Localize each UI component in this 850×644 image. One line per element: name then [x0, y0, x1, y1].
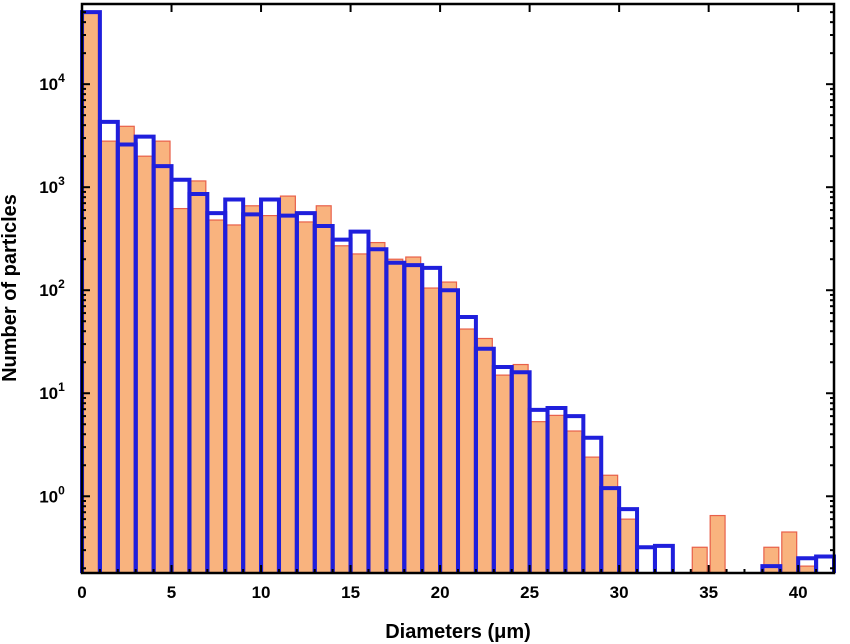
filled-bar	[387, 258, 404, 574]
x-tick-label: 0	[77, 583, 86, 602]
filled-bar	[297, 221, 314, 574]
filled-bar	[190, 180, 207, 574]
filled-bar	[709, 514, 726, 574]
filled-bar	[100, 140, 117, 574]
filled-bar	[172, 207, 189, 574]
filled-bar	[351, 253, 368, 574]
filled-bar	[458, 328, 476, 574]
filled-bar	[566, 430, 583, 574]
filled-bar	[369, 241, 386, 574]
y-axis: 100 101 102 103 104	[39, 3, 834, 570]
y-tick-label: 100	[39, 483, 65, 506]
y-tick-label: 104	[39, 71, 65, 94]
filled-bar	[405, 256, 422, 574]
filled-bar	[584, 456, 601, 574]
filled-bar	[226, 224, 243, 574]
filled-bar	[476, 337, 493, 574]
filled-bar	[279, 195, 296, 574]
filled-bar	[620, 518, 637, 574]
outline-bar	[617, 507, 640, 573]
filled-bar	[261, 215, 279, 574]
outline-bar	[635, 545, 657, 573]
filled-bar	[154, 140, 171, 574]
filled-bar	[423, 287, 440, 574]
y-tick-label: 101	[39, 380, 65, 403]
filled-bar	[208, 219, 225, 574]
x-tick-label: 35	[699, 583, 718, 602]
filled-bar	[244, 205, 261, 574]
x-tick-label: 30	[610, 583, 629, 602]
y-axis-title: Number of particles	[0, 194, 21, 382]
x-tick-label: 20	[431, 583, 450, 602]
y-tick-label: 103	[39, 174, 65, 197]
x-tick-label: 5	[167, 583, 176, 602]
filled-series	[82, 11, 816, 574]
filled-bar	[440, 281, 458, 574]
filled-bar	[494, 374, 511, 574]
filled-bar	[763, 546, 780, 574]
filled-bar	[333, 245, 350, 574]
outline-bar	[652, 543, 675, 573]
outline-bar	[814, 554, 836, 573]
x-tick-label: 25	[520, 583, 539, 602]
outline-series	[80, 10, 836, 573]
filled-bar	[136, 155, 153, 574]
y-tick-label: 102	[39, 277, 65, 300]
x-tick-label: 10	[252, 583, 271, 602]
filled-bar	[118, 125, 135, 574]
filled-bar	[315, 205, 332, 574]
filled-bar	[530, 421, 547, 574]
x-axis: 0 5 10 15 20 25 30 35 40	[77, 4, 835, 602]
filled-bar	[781, 531, 798, 574]
x-tick-label: 40	[789, 583, 808, 602]
filled-bar	[548, 414, 565, 574]
filled-bar	[512, 363, 529, 574]
filled-bar	[82, 11, 100, 574]
x-tick-label: 15	[341, 583, 360, 602]
x-axis-title: Diameters (μm)	[385, 621, 531, 643]
filled-bar	[691, 546, 708, 574]
